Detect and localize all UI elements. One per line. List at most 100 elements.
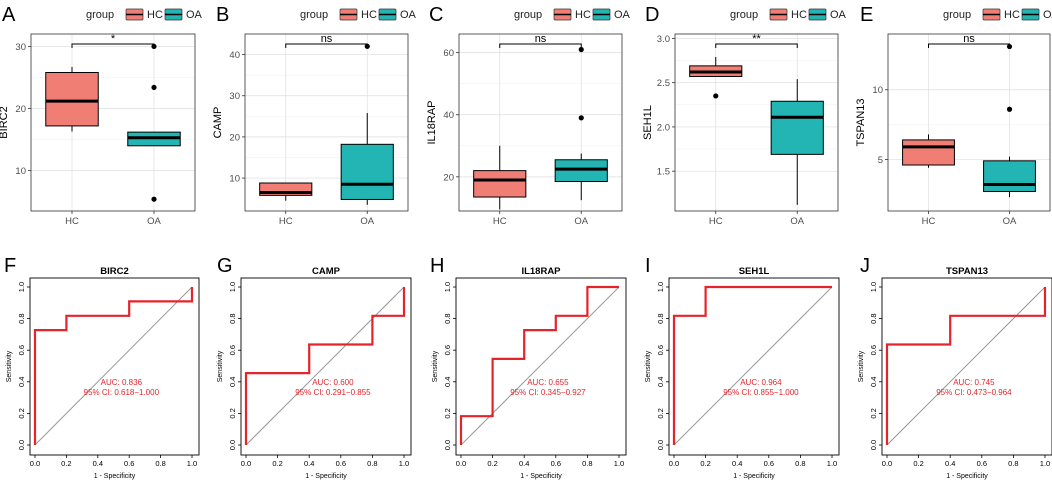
auc-ci-label: 95% CI: 0.291−0.855 <box>295 388 371 397</box>
y-axis-label: BIRC2 <box>0 106 10 138</box>
auc-label: AUC: 0.745 <box>953 378 995 387</box>
y-tick-label: 30 <box>15 42 26 53</box>
box-iqr <box>45 72 99 127</box>
box-hc <box>45 66 99 132</box>
y-axis-label: CAMP <box>212 107 224 139</box>
legend: group HC OA <box>86 8 203 21</box>
panel-letter: J <box>860 255 870 277</box>
legend-title: group <box>86 9 114 21</box>
x-tick-label: 0.6 <box>124 459 134 468</box>
auc-ci-label: 95% CI: 0.855−1.000 <box>723 388 799 397</box>
y-tick-label: 60 <box>443 48 454 59</box>
y-tick-label: 0.6 <box>17 345 26 355</box>
x-tick-label: 1.0 <box>187 459 197 468</box>
significance-label: ns <box>321 33 333 45</box>
x-tick-label: 0.6 <box>551 459 561 468</box>
significance-bracket <box>715 43 798 48</box>
x-tick-label: HC <box>279 216 293 227</box>
x-tick-label: 1.0 <box>1040 459 1050 468</box>
panel-letter: D <box>645 4 659 26</box>
roc-curve <box>885 287 1047 445</box>
box-oa <box>983 43 1036 198</box>
x-tick-label: 0.4 <box>519 459 529 468</box>
y-tick-label: 0.0 <box>443 440 452 450</box>
x-tick-label: 1.0 <box>399 459 409 468</box>
plot-frame <box>887 33 1051 212</box>
box-oa <box>127 43 181 202</box>
x-tick-label: OA <box>1003 216 1017 227</box>
auc-label: AUC: 0.600 <box>312 378 354 387</box>
x-tick-label: 0.8 <box>155 459 165 468</box>
plot-frame <box>455 277 627 456</box>
y-tick-label: 0.4 <box>869 377 878 387</box>
y-axis-label: Sensitivity <box>432 350 439 382</box>
y-tick-label: 1.5 <box>657 167 670 178</box>
x-axis-label: 1 - Specificity <box>733 473 775 480</box>
box-iqr <box>554 159 608 182</box>
roc-curve <box>459 285 619 445</box>
significance-label: * <box>111 33 116 45</box>
y-tick-label: 0.4 <box>17 377 26 387</box>
box-iqr <box>983 160 1036 192</box>
y-tick-label: 10 <box>229 174 240 185</box>
y-tick-label: 10 <box>872 85 883 96</box>
legend-title: group <box>730 9 758 21</box>
x-tick-label: 0.4 <box>304 459 314 468</box>
legend-label-oa: OA <box>400 9 417 21</box>
box-iqr <box>340 143 394 200</box>
plot-frame <box>668 277 840 456</box>
legend: group HC OA <box>943 8 1052 21</box>
box-oa <box>340 43 394 205</box>
panel-letter: I <box>645 255 651 277</box>
significance-bracket <box>285 43 368 48</box>
auc-ci-label: 95% CI: 0.345−0.927 <box>510 388 586 397</box>
box-hc <box>689 57 743 99</box>
y-axis-label: SEH1L <box>642 105 654 140</box>
y-tick-label: 0.6 <box>869 345 878 355</box>
x-tick-label: 1.0 <box>827 459 837 468</box>
outlier-point <box>151 196 157 202</box>
y-tick-label: 2.0 <box>657 122 670 133</box>
y-tick-label: 0.2 <box>443 408 452 418</box>
legend-label-hc: HC <box>791 9 807 21</box>
y-tick-label: 20 <box>443 172 454 183</box>
legend-label-hc: HC <box>1004 9 1020 21</box>
y-tick-label: 40 <box>443 110 454 121</box>
x-tick-label: 0.6 <box>977 459 987 468</box>
roc-curve <box>672 285 832 445</box>
legend-label-oa: OA <box>186 9 203 21</box>
auc-ci-label: 95% CI: 0.473−0.964 <box>936 388 1012 397</box>
x-tick-label: 0.4 <box>945 459 955 468</box>
box-iqr <box>473 170 527 198</box>
outlier-point <box>713 93 719 99</box>
panel-letter: C <box>429 4 443 26</box>
x-axis-label: 1 - Specificity <box>520 473 562 480</box>
box-iqr <box>902 139 955 166</box>
y-tick-label: 0.8 <box>656 313 665 323</box>
roc-title: SEH1L <box>739 266 770 277</box>
roc-title: CAMP <box>312 266 341 277</box>
reference-diagonal <box>673 286 833 446</box>
panel-letter: F <box>4 255 16 277</box>
x-tick-label: 0.8 <box>795 459 805 468</box>
auc-ci-label: 95% CI: 0.618−1.000 <box>84 388 160 397</box>
x-tick-label: HC <box>922 216 936 227</box>
x-tick-label: OA <box>147 216 161 227</box>
outlier-point <box>1006 106 1013 112</box>
reference-diagonal <box>245 286 405 446</box>
y-tick-label: 3.0 <box>657 34 670 45</box>
outlier-point <box>578 115 584 121</box>
x-tick-label: 0.4 <box>93 459 103 468</box>
y-tick-label: 0.0 <box>17 440 26 450</box>
x-tick-label: 0.2 <box>487 459 497 468</box>
legend: group HC OA <box>300 8 417 21</box>
plot-frame <box>29 277 200 456</box>
significance-label: ns <box>963 33 975 45</box>
auc-label: AUC: 0.836 <box>101 378 143 387</box>
y-tick-label: 0.2 <box>656 408 665 418</box>
